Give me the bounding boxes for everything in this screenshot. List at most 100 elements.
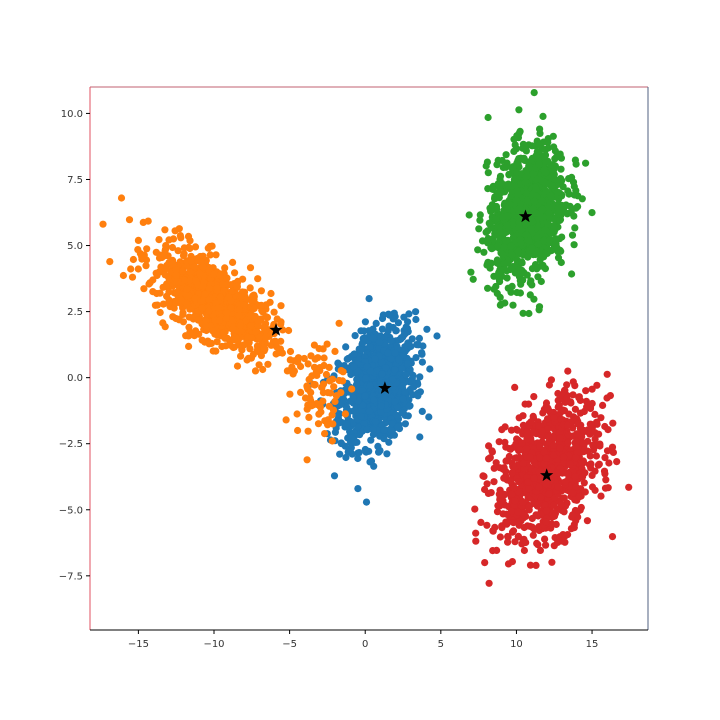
data-point: [496, 293, 504, 301]
data-point: [492, 215, 500, 224]
data-point: [389, 376, 397, 384]
data-point: [558, 391, 566, 399]
data-point: [371, 418, 380, 426]
data-point: [559, 183, 567, 191]
data-point: [505, 171, 513, 179]
data-point: [564, 431, 573, 439]
data-point: [213, 284, 221, 292]
data-point: [603, 370, 611, 378]
data-point: [354, 485, 362, 493]
data-point: [518, 259, 526, 267]
data-point: [402, 323, 410, 331]
data-point: [332, 392, 340, 400]
data-point: [159, 283, 167, 291]
data-point: [418, 350, 426, 358]
data-point: [371, 355, 379, 363]
data-point: [380, 435, 388, 443]
data-point: [519, 309, 527, 317]
data-point: [479, 472, 487, 480]
data-point: [487, 489, 495, 497]
data-point: [416, 373, 424, 381]
data-point: [511, 383, 519, 391]
data-point: [331, 347, 339, 355]
data-point: [377, 402, 385, 410]
data-point: [554, 483, 562, 491]
data-point: [222, 314, 230, 322]
data-point: [481, 485, 489, 494]
data-point: [544, 144, 552, 152]
data-point: [539, 112, 547, 120]
data-point: [472, 537, 480, 545]
data-point: [387, 355, 395, 363]
data-point: [319, 397, 327, 405]
data-point: [575, 393, 583, 401]
data-point: [369, 334, 377, 342]
data-point: [588, 209, 596, 217]
data-point: [159, 300, 167, 308]
data-point: [513, 132, 521, 140]
data-point: [286, 356, 294, 364]
data-point: [303, 383, 311, 392]
data-point: [557, 165, 565, 173]
data-point: [528, 514, 536, 523]
data-point: [499, 213, 507, 221]
data-point: [257, 287, 265, 295]
data-point: [550, 512, 559, 520]
data-point: [493, 256, 501, 264]
data-point: [199, 263, 207, 271]
data-point: [398, 382, 406, 390]
data-point: [260, 324, 268, 332]
data-point: [552, 235, 560, 243]
cluster-center-star: [269, 323, 283, 336]
data-point: [584, 426, 592, 434]
data-point: [214, 304, 222, 312]
data-point: [497, 249, 505, 257]
data-point: [143, 245, 151, 253]
data-point: [405, 310, 413, 318]
data-point: [216, 271, 224, 279]
data-point: [532, 185, 540, 193]
data-point: [285, 326, 293, 335]
data-point: [254, 275, 262, 283]
data-point: [570, 241, 578, 249]
data-point: [599, 401, 607, 409]
data-point: [514, 426, 522, 434]
data-point: [205, 295, 213, 304]
data-point: [544, 425, 552, 433]
data-point: [357, 346, 365, 354]
data-point: [545, 236, 554, 244]
data-point: [152, 248, 160, 256]
data-point: [471, 505, 479, 513]
data-point: [165, 288, 173, 296]
data-point: [588, 471, 596, 479]
data-point: [554, 208, 563, 216]
data-point: [490, 478, 498, 486]
data-point: [596, 442, 604, 450]
y-tick-label: 2.5: [67, 307, 83, 318]
data-point: [235, 305, 244, 314]
data-point: [216, 293, 225, 301]
data-point: [592, 452, 601, 460]
data-point: [566, 460, 575, 468]
data-point: [384, 349, 392, 357]
data-point: [494, 242, 502, 250]
data-point: [581, 488, 589, 496]
data-point: [321, 430, 329, 438]
data-point: [342, 343, 350, 351]
data-point: [591, 486, 599, 494]
data-point: [383, 450, 391, 458]
data-point: [156, 308, 164, 317]
data-point: [601, 454, 609, 462]
points-layer: [99, 89, 633, 587]
data-point: [561, 538, 569, 546]
data-point: [572, 483, 580, 491]
data-point: [582, 397, 591, 405]
data-point: [550, 414, 558, 422]
data-point: [549, 451, 558, 459]
data-point: [625, 483, 633, 491]
data-point: [550, 501, 558, 509]
data-point: [513, 187, 521, 195]
data-point: [508, 490, 516, 498]
data-point: [267, 289, 275, 298]
